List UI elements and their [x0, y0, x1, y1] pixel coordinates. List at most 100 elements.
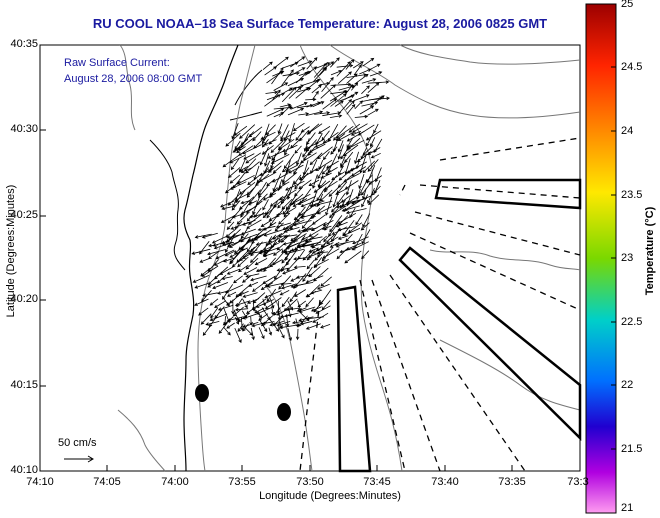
current-vector: [272, 89, 281, 100]
current-vector: [290, 56, 306, 68]
current-vector: [345, 208, 367, 215]
current-vector: [369, 95, 385, 107]
x-tick-label: 73:3: [567, 476, 589, 488]
current-vector: [327, 153, 338, 173]
current-vector: [263, 229, 284, 237]
current-vector: [344, 250, 362, 264]
current-vector: [210, 307, 218, 319]
current-vector: [242, 144, 262, 155]
current-vector: [259, 172, 276, 182]
current-vector: [251, 321, 267, 328]
current-vector: [288, 164, 304, 174]
current-vector: [320, 324, 331, 329]
current-vector: [293, 174, 302, 185]
current-vector: [261, 321, 275, 326]
current-vector: [283, 234, 298, 239]
current-vector: [300, 126, 310, 133]
current-vector: [283, 249, 297, 254]
current-vector: [194, 233, 212, 239]
current-vector: [240, 317, 244, 331]
current-vector: [232, 146, 242, 153]
current-vector: [305, 323, 321, 330]
current-vector: [230, 221, 249, 230]
current-vector: [274, 266, 284, 280]
current-vector: [306, 123, 323, 135]
current-vector: [298, 168, 317, 180]
current-vector: [224, 180, 241, 194]
current-vector: [336, 61, 351, 77]
current-vector: [264, 94, 281, 107]
current-vector: [346, 103, 356, 115]
current-vector: [192, 275, 210, 283]
current-vector: [366, 132, 375, 147]
current-vector: [322, 98, 338, 110]
current-vector: [258, 265, 273, 272]
current-vector: [276, 267, 290, 272]
current-vector: [264, 290, 282, 299]
current-vector: [272, 232, 283, 240]
current-vector: [281, 86, 297, 103]
current-vector: [286, 257, 300, 272]
current-vector: [314, 111, 331, 115]
current-vector: [223, 308, 231, 324]
current-vector: [337, 140, 344, 153]
current-vector: [277, 324, 285, 339]
y-tick-label: 40:15: [10, 379, 38, 391]
current-vector: [292, 122, 305, 132]
current-vector: [257, 181, 267, 196]
current-vector: [293, 265, 306, 269]
current-vector: [284, 248, 305, 255]
current-vector: [278, 275, 292, 290]
current-vector: [325, 196, 333, 216]
current-vector: [236, 146, 246, 154]
current-vector: [310, 159, 318, 175]
current-vector: [268, 212, 283, 221]
current-vector: [277, 309, 282, 321]
current-vector: [354, 114, 369, 119]
current-vector: [209, 313, 228, 322]
current-vector: [270, 307, 275, 316]
current-vector: [258, 185, 269, 198]
colorbar-tick-label: 21.5: [621, 443, 643, 455]
current-vector: [332, 193, 339, 208]
current-vector: [224, 250, 236, 257]
current-vector: [321, 225, 332, 231]
current-vector: [262, 205, 277, 219]
x-tick-label: 73:50: [296, 476, 324, 488]
current-vector: [252, 281, 266, 292]
y-tick-label: 40:30: [10, 123, 38, 135]
current-vector: [287, 107, 305, 116]
current-vector: [354, 151, 359, 165]
scale-arrow: [64, 455, 94, 463]
current-legend: Raw Surface Current: August 28, 2006 08:…: [64, 55, 202, 87]
current-vector: [269, 187, 281, 196]
current-vector: [207, 273, 220, 285]
current-vectors: [191, 56, 391, 344]
current-vector: [269, 195, 284, 207]
current-vector: [321, 165, 332, 175]
current-vector: [367, 80, 390, 84]
current-vector: [278, 181, 290, 189]
current-vector: [268, 234, 277, 243]
current-vector: [233, 275, 243, 284]
current-vector: [294, 186, 303, 197]
current-vector: [271, 67, 284, 85]
current-legend-line: August 28, 2006 08:00 GMT: [64, 73, 203, 85]
current-vector: [323, 180, 338, 190]
x-tick-label: 74:00: [161, 476, 189, 488]
current-vector: [232, 306, 244, 317]
current-vector: [229, 181, 247, 190]
current-vector: [223, 326, 231, 336]
current-vector: [335, 125, 354, 139]
current-vector: [362, 57, 375, 67]
current-vector: [299, 129, 309, 142]
current-vector: [231, 213, 244, 219]
current-vector: [336, 192, 346, 206]
current-vector: [234, 307, 249, 312]
current-vector: [352, 61, 364, 69]
current-vector: [345, 180, 352, 196]
current-vector: [346, 167, 358, 174]
current-vector: [306, 251, 315, 261]
y-tick-label: 40:35: [10, 38, 38, 50]
